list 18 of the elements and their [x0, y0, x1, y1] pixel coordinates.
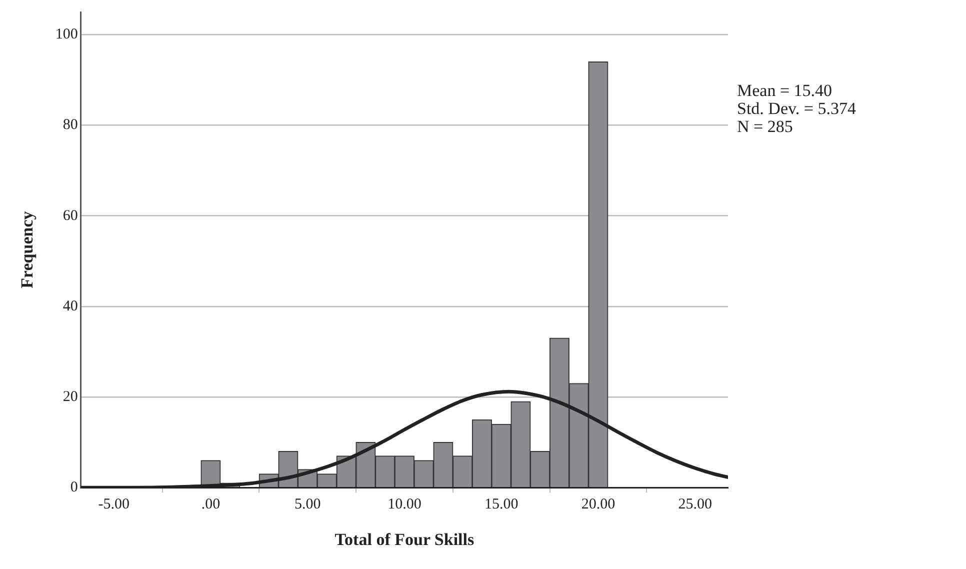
y-tick-label: 60: [62, 208, 78, 224]
x-tick-label: .00: [201, 496, 220, 513]
y-tick-label: 20: [62, 388, 78, 405]
y-axis-title: Frequency: [18, 210, 37, 288]
x-axis-title: Total of Four Skills: [334, 530, 474, 550]
text: Mean = 15.40: [737, 80, 832, 100]
x-tick-label: 20.00: [581, 496, 616, 513]
x-tick-label: 5.00: [294, 496, 321, 513]
y-tick-label: 100: [55, 26, 78, 43]
x-tick-label: 10.00: [388, 496, 422, 513]
x-tick-label: -5.00: [98, 496, 130, 513]
x-tick-label: 25.00: [678, 496, 712, 513]
y-tick-label: 80: [62, 117, 78, 134]
text: Std. Dev. = 5.374: [737, 98, 856, 118]
y-tick-label: 0: [70, 480, 78, 496]
y-tick-label: 40: [62, 298, 78, 314]
x-tick-label: 15.00: [484, 496, 518, 513]
text: N = 285: [737, 116, 793, 136]
